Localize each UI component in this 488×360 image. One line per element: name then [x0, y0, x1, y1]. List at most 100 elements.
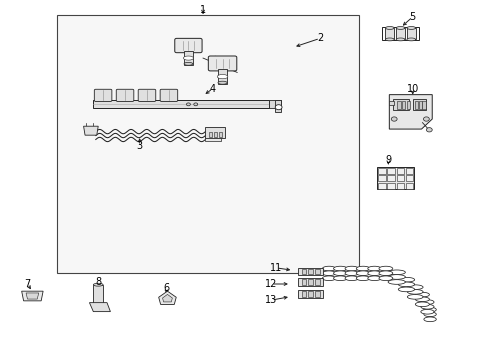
Ellipse shape — [345, 276, 358, 280]
Bar — [213, 132, 217, 137]
Ellipse shape — [93, 283, 103, 286]
FancyBboxPatch shape — [138, 89, 156, 102]
Bar — [315, 279, 320, 285]
Text: 6: 6 — [163, 283, 169, 293]
Bar — [405, 175, 412, 181]
Bar — [381, 27, 418, 40]
Bar — [386, 168, 394, 174]
Ellipse shape — [378, 271, 392, 275]
Ellipse shape — [345, 266, 358, 271]
Ellipse shape — [387, 280, 405, 284]
Ellipse shape — [218, 81, 227, 84]
Bar — [205, 138, 221, 141]
Ellipse shape — [385, 27, 393, 30]
Ellipse shape — [395, 27, 404, 30]
Ellipse shape — [356, 276, 369, 280]
Bar — [308, 291, 313, 297]
Ellipse shape — [183, 56, 193, 60]
Bar — [208, 132, 212, 137]
Ellipse shape — [406, 27, 415, 30]
Bar — [268, 100, 281, 108]
Bar — [412, 99, 426, 110]
Bar — [396, 102, 400, 109]
FancyBboxPatch shape — [116, 89, 134, 102]
Ellipse shape — [387, 275, 405, 279]
Bar — [405, 168, 412, 174]
Bar — [205, 127, 224, 138]
Text: 9: 9 — [385, 155, 390, 165]
Ellipse shape — [385, 38, 393, 41]
Bar — [386, 175, 394, 181]
Text: 3: 3 — [136, 141, 142, 151]
Bar — [301, 269, 306, 274]
Ellipse shape — [397, 287, 414, 292]
Ellipse shape — [420, 310, 433, 314]
Ellipse shape — [423, 307, 435, 312]
Text: 5: 5 — [409, 12, 415, 22]
Bar — [422, 102, 425, 109]
Bar — [385, 28, 393, 40]
Bar — [406, 102, 409, 109]
Ellipse shape — [367, 266, 381, 271]
Text: 12: 12 — [264, 279, 277, 289]
Polygon shape — [158, 291, 176, 305]
Polygon shape — [21, 291, 43, 301]
Ellipse shape — [414, 292, 428, 297]
Ellipse shape — [322, 266, 335, 271]
Ellipse shape — [356, 266, 369, 271]
Ellipse shape — [322, 276, 335, 280]
Bar — [386, 183, 394, 189]
Ellipse shape — [420, 300, 433, 305]
Bar — [378, 168, 385, 174]
Bar — [315, 291, 320, 297]
Bar — [377, 167, 413, 189]
Ellipse shape — [217, 75, 227, 79]
Ellipse shape — [414, 297, 428, 302]
Ellipse shape — [183, 62, 192, 65]
Ellipse shape — [423, 317, 435, 321]
Bar — [218, 132, 222, 137]
Bar — [388, 101, 393, 105]
Ellipse shape — [423, 312, 435, 317]
Ellipse shape — [333, 271, 346, 275]
Ellipse shape — [406, 38, 415, 41]
Bar — [308, 269, 313, 274]
Ellipse shape — [367, 271, 381, 275]
Circle shape — [275, 105, 282, 110]
Ellipse shape — [414, 302, 428, 307]
Bar — [274, 100, 281, 112]
Ellipse shape — [345, 271, 358, 275]
Ellipse shape — [397, 278, 414, 282]
Text: 13: 13 — [264, 295, 277, 305]
Ellipse shape — [407, 294, 422, 299]
Bar — [396, 168, 403, 174]
Circle shape — [423, 117, 428, 121]
Polygon shape — [388, 95, 431, 129]
Text: 10: 10 — [406, 84, 418, 94]
FancyBboxPatch shape — [94, 89, 112, 102]
Bar — [301, 279, 306, 285]
Bar — [401, 102, 405, 109]
Bar — [57, 15, 358, 273]
Bar — [298, 267, 322, 275]
FancyBboxPatch shape — [208, 56, 236, 71]
Bar — [414, 102, 417, 109]
Ellipse shape — [407, 289, 422, 294]
Circle shape — [186, 103, 190, 106]
Bar — [93, 100, 268, 108]
Ellipse shape — [395, 38, 404, 41]
Text: 4: 4 — [209, 84, 215, 94]
Bar — [396, 175, 403, 181]
Text: 8: 8 — [95, 277, 101, 287]
Bar — [395, 28, 404, 40]
Bar — [378, 175, 385, 181]
Text: 1: 1 — [200, 5, 206, 15]
Text: 11: 11 — [269, 263, 282, 273]
Bar — [392, 99, 408, 110]
Circle shape — [390, 117, 396, 121]
Bar — [396, 183, 403, 189]
Circle shape — [426, 128, 431, 132]
Bar — [315, 269, 320, 274]
Ellipse shape — [420, 305, 433, 309]
Ellipse shape — [333, 266, 346, 271]
